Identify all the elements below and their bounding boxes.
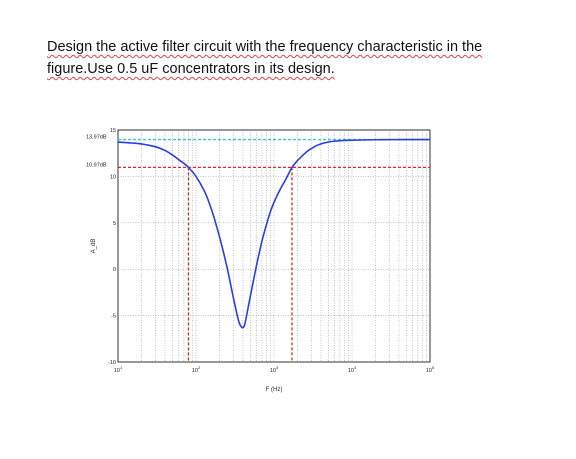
y-tick-label: 10 [110,174,116,180]
response-curve [117,138,431,329]
x-axis-label: F (Hz) [266,387,283,393]
y-tick-labels: -10 -5 0 5 10 15 [108,128,116,366]
question-text: Design the active filter circuit with th… [47,36,547,80]
plot-grid [118,130,430,362]
db-annotations: 13.97dB 10.97dB [86,135,107,169]
y-tick-label: 0 [113,267,116,273]
y-tick-label: -5 [111,314,116,320]
y-tick-label: 5 [113,221,116,227]
question-line-1: Design the active filter circuit with th… [47,39,483,55]
x-tick-label: 101 [114,365,123,374]
y-axis-label: A_dB [91,239,97,254]
db-annotation: 13.97dB [86,135,107,141]
x-tick-label: 103 [270,365,279,374]
response-curve-group [117,138,431,329]
x-tick-label: 105 [426,365,435,374]
db-annotation: 10.97dB [86,162,107,168]
y-tick-label: -10 [108,360,116,366]
question-line-2: figure.Use 0.5 uF concentrators in its d… [47,61,335,77]
x-tick-label: 104 [348,365,357,374]
x-tick-labels: 101 102 103 104 105 [114,365,435,374]
y-tick-label: 15 [110,128,116,134]
x-tick-label: 102 [192,365,201,374]
